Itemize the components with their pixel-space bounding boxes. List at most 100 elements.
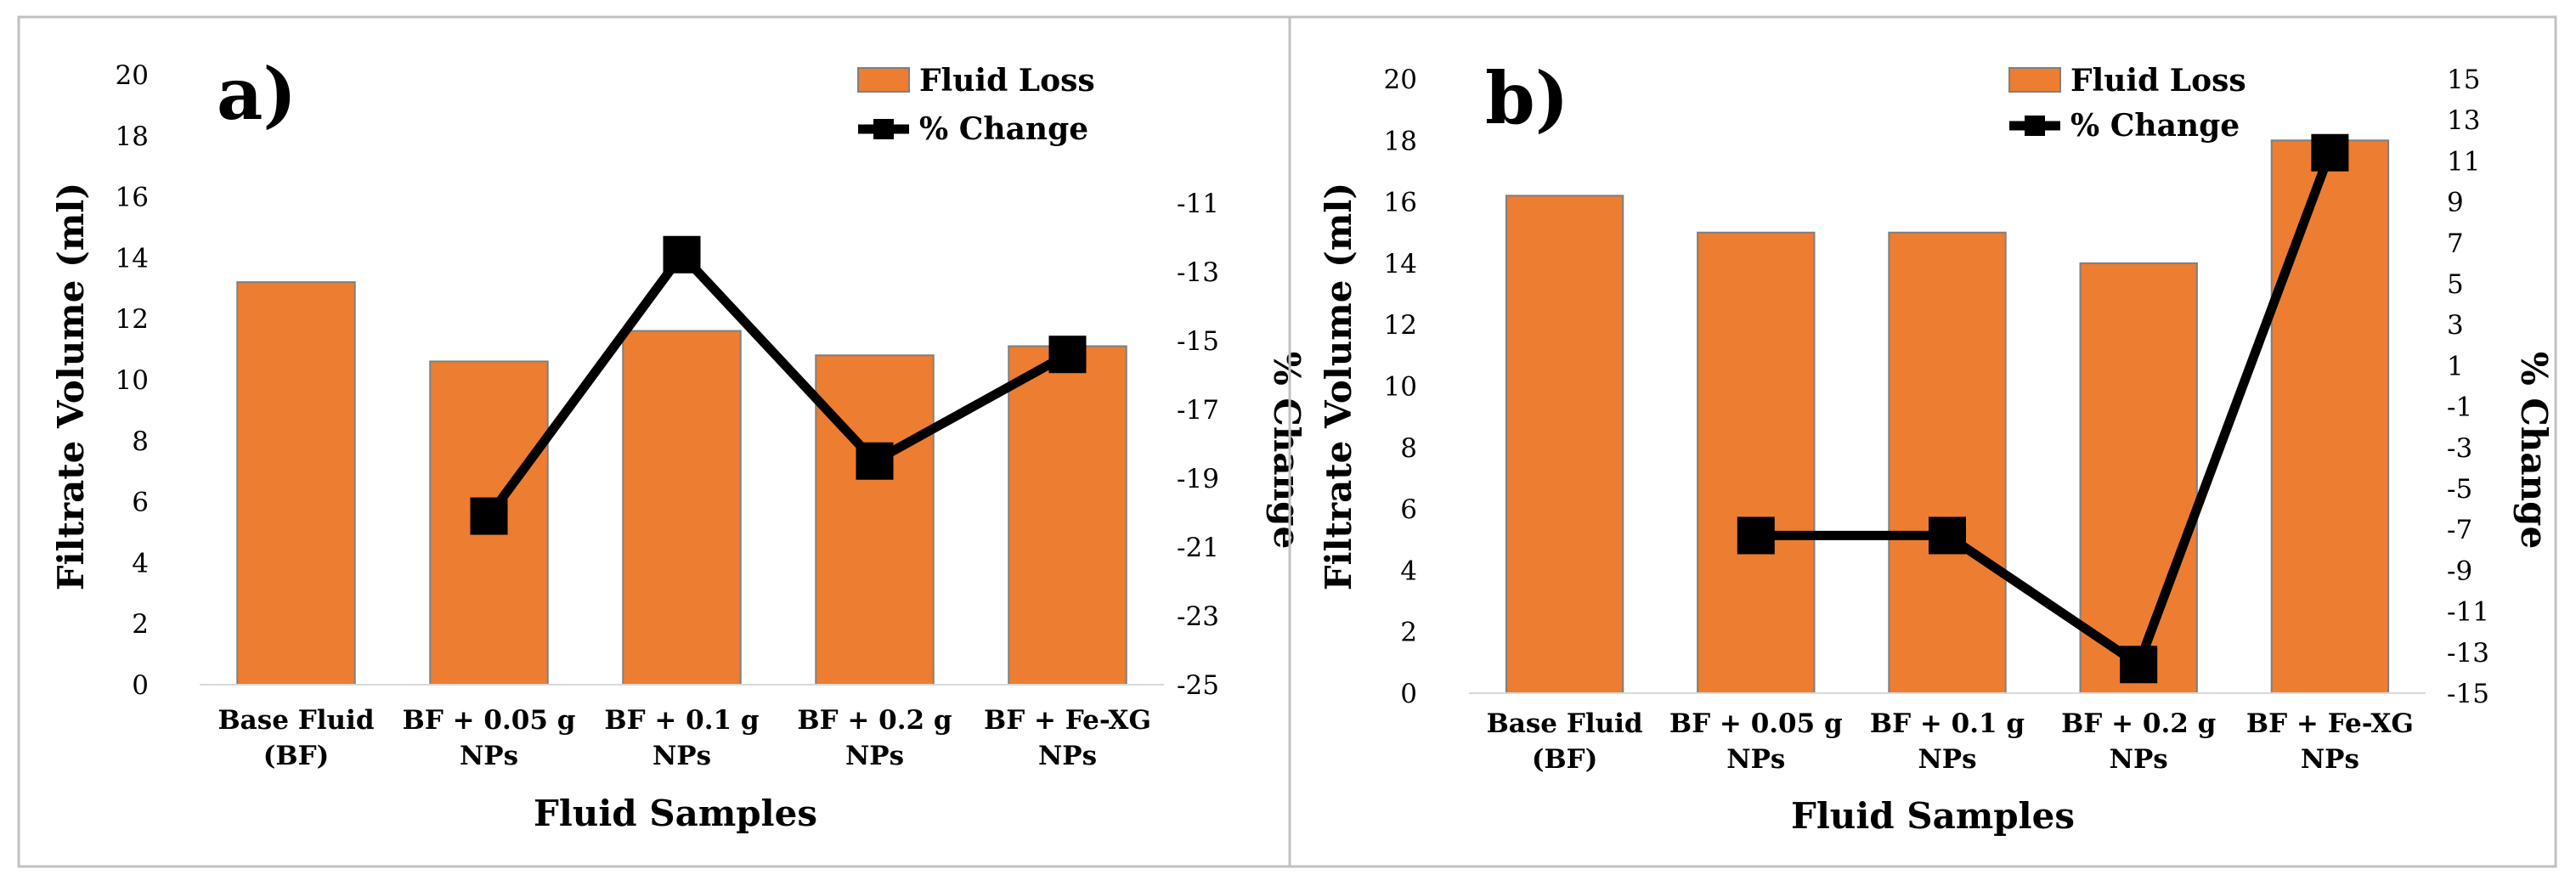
panel-b-y2tick-label: 13 [2447,105,2480,136]
panel-a-ytick-label: 2 [132,609,149,640]
panel-b-ytick-label: 0 [1400,679,1417,709]
panel-b-category-label: BF + Fe-XG [2246,708,2414,739]
panel-b-y2tick-label: 9 [2447,188,2464,218]
panel-a-category-label: BF + 0.1 g [604,705,759,736]
panel-a-y2tick-label: -21 [1177,533,1219,563]
panel-a-y2tick-label: -23 [1177,601,1219,632]
panel-b-y2tick-label: -3 [2447,433,2472,464]
panel-a-y2tick-label: -19 [1177,464,1219,494]
panel-b-y2tick-label: -13 [2447,638,2489,669]
panel-a-ytick-label: 4 [132,548,149,578]
panel-a-category-label: (BF) [263,741,330,771]
panel-b-y2tick-label: -5 [2447,474,2472,505]
panel-a-change-line [485,250,1071,519]
panel-a-legend: Fluid Loss % Change [857,63,1095,147]
panel-a-ytick-label: 14 [116,243,149,274]
panel-a-category-label: NPs [652,741,711,771]
panel-b-category-label: NPs [2110,744,2168,775]
panel-a-ytick-label: 12 [116,304,149,335]
panel-b-change-marker [2311,133,2349,172]
panel-a-y2tick-label: -17 [1177,395,1219,426]
panel-b-ytick-label: 18 [1384,126,1417,156]
panel-b-ytick-label: 20 [1384,65,1417,95]
panel-a-category-label: NPs [1038,741,1097,771]
panel-a-ytick-label: 8 [132,426,149,457]
panel-b-bar [2270,139,2390,695]
panel-a-change-marker [470,497,508,535]
panel-a-ylabel: Filtrate Volume (ml) [50,183,92,590]
panel-b-category-label: NPs [2301,744,2359,775]
panel-b-change-line [1755,150,2335,669]
panel-b-category-label: (BF) [1532,744,1598,775]
panel-b-category-label: BF + 0.1 g [1870,708,2025,739]
panel-a-label: a) [217,52,297,136]
panel-b-legend-line-label: % Change [2070,108,2240,144]
panel-b-y2tick-label: -15 [2447,679,2489,709]
panel-b-y2tick-label: 5 [2447,269,2464,300]
panel-b-y2tick-label: -9 [2447,556,2472,586]
panel-b-ytick-label: 10 [1384,372,1417,403]
panel-a-ytick-label: 10 [116,365,149,396]
panel-a-legend-bar-swatch [857,67,910,93]
panel-a-xlabel: Fluid Samples [534,793,817,834]
panel-a-bar [1008,345,1127,686]
panel-a-category-label: Base Fluid [217,705,374,736]
panel-a-legend-bar-label: Fluid Loss [919,63,1095,99]
panel-b-category-label: BF + 0.2 g [2061,708,2216,739]
panel-b-legend: Fluid Loss % Change [2008,63,2246,144]
panel-b-legend-bar-swatch [2008,67,2061,93]
panel-a-change-marker [663,235,701,274]
panel-a-ytick-label: 18 [116,121,149,152]
panel-b-y2label: % Change [2513,352,2555,549]
panel-a-ytick-label: 0 [132,670,149,701]
panel-a-legend-line-marker [873,119,894,139]
panel-b-y2tick-label: 11 [2447,146,2480,177]
panel-a-y2label: % Change [1266,352,1308,549]
panel-a-ytick-label: 16 [116,183,149,213]
panel-a-y2tick-label: -13 [1177,257,1219,288]
panel-b-label: b) [1485,56,1568,140]
panel-b-ytick-label: 12 [1384,310,1417,341]
panel-a-category-label: BF + 0.2 g [797,705,952,736]
panel-b-y2tick-label: 3 [2447,310,2464,341]
panel-a-category-label: BF + 0.05 g [403,705,576,736]
panel-b-legend-bar-label: Fluid Loss [2070,63,2246,99]
panel-a-ytick-label: 20 [116,60,149,91]
panel-a: a) Filtrate Volume (ml) % Change Fluid S… [17,15,1308,868]
panel-b-category-label: NPs [1918,744,1976,775]
panel-b-change-marker [1737,516,1775,555]
panel-b-change-marker [1929,516,1966,555]
panel-b-bar [1888,231,2007,694]
panel-b-change-marker [2120,646,2158,684]
panel-b-category-label: NPs [1726,744,1785,775]
panel-b-ytick-label: 6 [1400,494,1417,525]
panel-a-legend-line-label: % Change [919,111,1088,147]
panel-b-bar [2079,262,2198,694]
panel-b-ytick-label: 4 [1400,556,1417,586]
panel-a-y2tick-label: -11 [1177,189,1219,219]
panel-a-category-label: BF + Fe-XG [984,705,1151,736]
panel-b-category-label: Base Fluid [1487,708,1643,739]
panel-a-y2tick-label: -25 [1177,670,1219,701]
panel-b-border [1288,15,2557,868]
panel-b-ylabel: Filtrate Volume (ml) [1318,183,1359,590]
panel-b-y2tick-label: 15 [2447,65,2480,95]
panel-a-change-marker [1048,336,1087,374]
panel-b-ytick-label: 14 [1384,249,1417,279]
panel-a-category-label: NPs [460,741,518,771]
panel-b-ytick-label: 8 [1400,433,1417,464]
panel-b-category-label: BF + 0.05 g [1669,708,1843,739]
panel-b-ytick-label: 2 [1400,618,1417,648]
panel-b-y2tick-label: -11 [2447,597,2489,628]
panel-b-bar [1505,195,1624,694]
panel-b-y2tick-label: 1 [2447,351,2464,381]
panel-a-change-marker [856,442,894,480]
panel-b-xlabel: Fluid Samples [1791,795,2075,837]
panel-a-category-label: NPs [845,741,904,771]
panel-b-y2tick-label: -1 [2447,392,2472,423]
panel-b-ytick-label: 16 [1384,188,1417,218]
panel-a-bar [815,354,935,686]
panel-a-bar [622,330,742,686]
panel-a-ytick-label: 6 [132,488,149,518]
